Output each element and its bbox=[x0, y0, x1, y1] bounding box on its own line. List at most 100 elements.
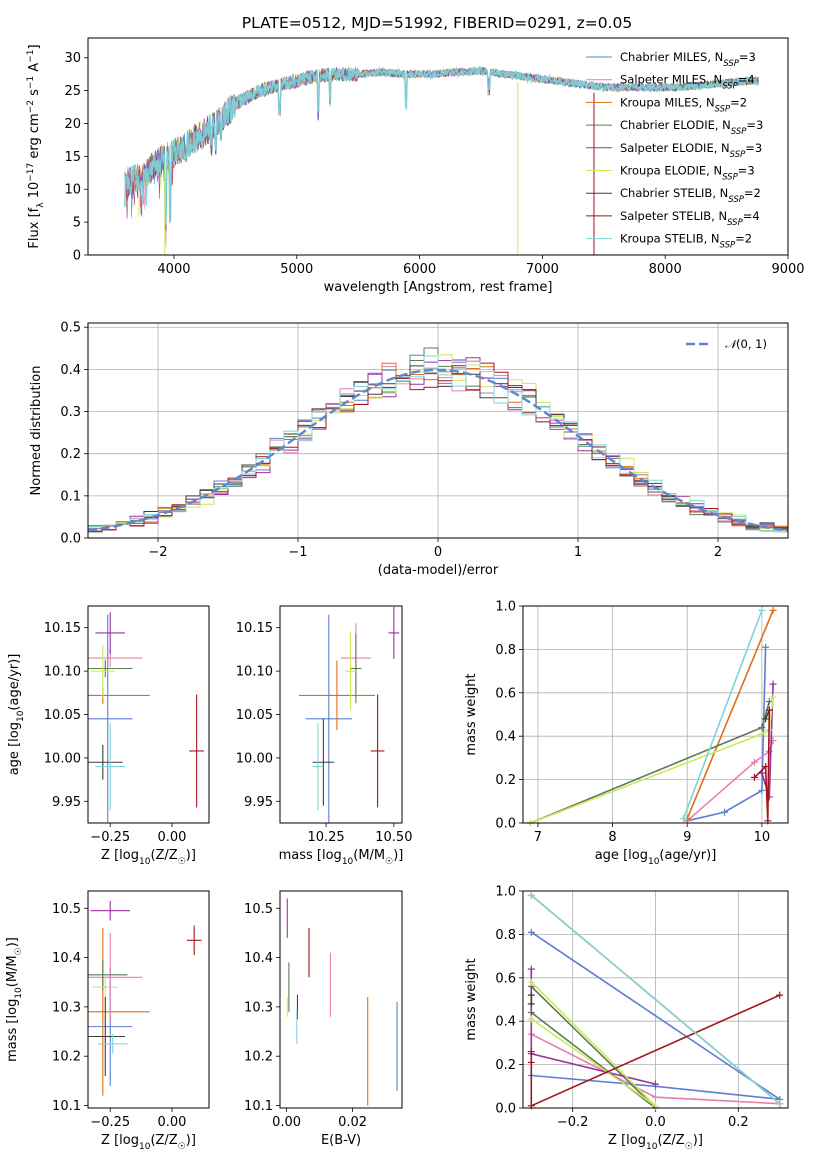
age_vs_mass-points bbox=[298, 606, 400, 823]
x-tick-label: 10.25 bbox=[307, 830, 344, 845]
y-tick-label: 10.2 bbox=[52, 1050, 81, 1065]
axes-frame bbox=[522, 605, 789, 824]
weight-marker-sm bbox=[652, 1093, 659, 1101]
x-tick-label: 0 bbox=[434, 545, 442, 560]
y-axis-label: age [log10(age/yr)] bbox=[7, 654, 26, 776]
weight-marker-ke bbox=[758, 730, 766, 738]
weight-marker-ks bbox=[776, 1100, 784, 1108]
y-tick-label: 10.3 bbox=[52, 1000, 81, 1015]
x-tick-label: 0.00 bbox=[157, 1115, 186, 1130]
x-tick-label: −0.25 bbox=[90, 1115, 130, 1130]
legend-label-normal: 𝒩(0, 1) bbox=[725, 337, 767, 351]
weight-marker-ke bbox=[769, 693, 777, 701]
x-axis-label: (data-model)/error bbox=[378, 563, 499, 578]
weight-marker-se bbox=[652, 1080, 659, 1088]
weight-line-cm bbox=[530, 931, 781, 1101]
weight-marker-ss bbox=[762, 763, 770, 771]
weight-marker-cs bbox=[527, 1000, 535, 1008]
histogram-ks bbox=[88, 355, 788, 532]
y-axis-label: mass weight bbox=[464, 958, 479, 1040]
y-tick-label: 0.4 bbox=[495, 730, 516, 745]
y-tick-label: 9.95 bbox=[52, 795, 81, 810]
legend-label-se: Salpeter ELODIE, NSSP=3 bbox=[620, 141, 762, 160]
weight-marker-ss bbox=[776, 991, 784, 999]
y-tick-label: 0.5 bbox=[60, 321, 81, 336]
y-tick-label: 0.8 bbox=[495, 928, 516, 943]
weight-line-ke bbox=[530, 697, 774, 824]
residuals-panel: −2 −1 0 1 2 0.0 0.1 0.2 0.3 0.4 0.5 (data-model)/er… bbox=[29, 321, 789, 578]
weight-marker-se bbox=[527, 965, 535, 973]
x-tick-label: 9000 bbox=[771, 262, 804, 277]
x-axis-label: Z [log10(Z/Z☉)] bbox=[608, 1133, 703, 1152]
x-axis-label: Z [log10(Z/Z☉)] bbox=[101, 1133, 196, 1152]
weight-marker-ke bbox=[527, 1015, 535, 1023]
y-tick-label: 0.1 bbox=[60, 489, 81, 504]
age_vs_mass-panel: 10.25 10.50 9.95 10.00 10.05 10.10 10.15 mass [… bbox=[236, 605, 412, 867]
x-tick-label: −0.2 bbox=[557, 1115, 589, 1130]
figure-title: PLATE=0512, MJD=51992, FIBERID=0291, z=0… bbox=[242, 14, 632, 32]
weight-marker-ss bbox=[750, 773, 758, 781]
legend-label-ks: Kroupa STELIB, NSSP=2 bbox=[620, 232, 752, 251]
y-tick-label: 0.0 bbox=[60, 532, 81, 547]
age_vs_Z-points bbox=[88, 612, 205, 823]
x-tick-label: 5000 bbox=[280, 262, 313, 277]
weight-marker-km bbox=[769, 606, 777, 614]
legend-label-sm: Salpeter MILES, NSSP=4 bbox=[620, 73, 755, 92]
axes-frame bbox=[87, 322, 789, 539]
y-tick-label: 10 bbox=[64, 183, 81, 198]
y-tick-label: 0.6 bbox=[495, 971, 516, 986]
x-tick-label: 7 bbox=[534, 830, 542, 845]
x-axis-label: age [log10(age/yr)] bbox=[595, 848, 717, 867]
y-tick-label: 10.05 bbox=[236, 708, 273, 723]
legend-label-ce: Chabrier ELODIE, NSSP=3 bbox=[620, 118, 763, 137]
weight-line-cm bbox=[687, 647, 767, 822]
x-tick-label: 6000 bbox=[403, 262, 436, 277]
x-tick-label: −1 bbox=[288, 545, 307, 560]
x-axis-label: wavelength [Angstrom, rest frame] bbox=[324, 280, 553, 295]
y-tick-label: 10.5 bbox=[244, 902, 273, 917]
weight-line-ks bbox=[682, 610, 763, 819]
y-tick-label: 10.10 bbox=[44, 665, 81, 680]
y-axis-label: mass weight bbox=[464, 673, 479, 755]
weight-marker-cm bbox=[527, 928, 535, 936]
x-tick-label: 8 bbox=[608, 830, 616, 845]
weight-marker-ce bbox=[758, 724, 766, 732]
weight-line-ks bbox=[530, 894, 781, 1105]
x-tick-label: 4000 bbox=[157, 262, 190, 277]
axes-frame bbox=[279, 890, 403, 1109]
y-tick-label: 1.0 bbox=[495, 885, 516, 900]
mass_vs_EBV-points bbox=[286, 898, 398, 1106]
x-tick-label: −0.25 bbox=[90, 830, 130, 845]
spectrum-line-ks bbox=[124, 65, 760, 226]
x-tick-label: 10.50 bbox=[375, 830, 412, 845]
weight-marker-cm bbox=[721, 808, 729, 816]
spectrum-panel: 4000 5000 6000 7000 8000 9000 0 5 10 15 20 25 30 wave… bbox=[26, 37, 805, 295]
y-tick-label: 0 bbox=[73, 249, 81, 264]
weight-marker-ss bbox=[527, 1048, 535, 1056]
x-tick-label: 10 bbox=[754, 830, 771, 845]
x-tick-label: 0.02 bbox=[338, 1115, 367, 1130]
weight-marker-cs bbox=[527, 991, 535, 999]
x-axis-label: E(B-V) bbox=[321, 1133, 361, 1148]
y-tick-label: 10.10 bbox=[236, 665, 273, 680]
x-tick-label: 2 bbox=[714, 545, 722, 560]
mass_weight_vs_age-panel: 7 8 9 10 0.0 0.2 0.4 0.6 0.8 1.0 age [log10(age/yr… bbox=[464, 600, 789, 867]
histogram-cs bbox=[88, 365, 788, 533]
weight-marker-ce bbox=[765, 697, 773, 705]
y-tick-label: 10.4 bbox=[244, 951, 273, 966]
y-tick-label: 10.1 bbox=[52, 1099, 81, 1114]
y-tick-label: 30 bbox=[64, 51, 81, 66]
y-tick-label: 0.4 bbox=[60, 363, 81, 378]
axes-frame bbox=[87, 37, 789, 256]
y-tick-label: 0.8 bbox=[495, 643, 516, 658]
y-tick-label: 10.4 bbox=[52, 951, 81, 966]
y-tick-label: 10.05 bbox=[44, 708, 81, 723]
legend-label-km: Kroupa MILES, NSSP=2 bbox=[620, 95, 747, 114]
axes-frame bbox=[87, 890, 210, 1109]
legend-label-ke: Kroupa ELODIE, NSSP=3 bbox=[620, 164, 755, 183]
weight-line-ce bbox=[530, 701, 771, 824]
axes-frame bbox=[279, 605, 403, 824]
y-axis-label: mass [log10(M/M☉)] bbox=[5, 937, 24, 1062]
weight-marker-ke bbox=[527, 978, 535, 986]
normal-reference-curve bbox=[87, 368, 789, 532]
